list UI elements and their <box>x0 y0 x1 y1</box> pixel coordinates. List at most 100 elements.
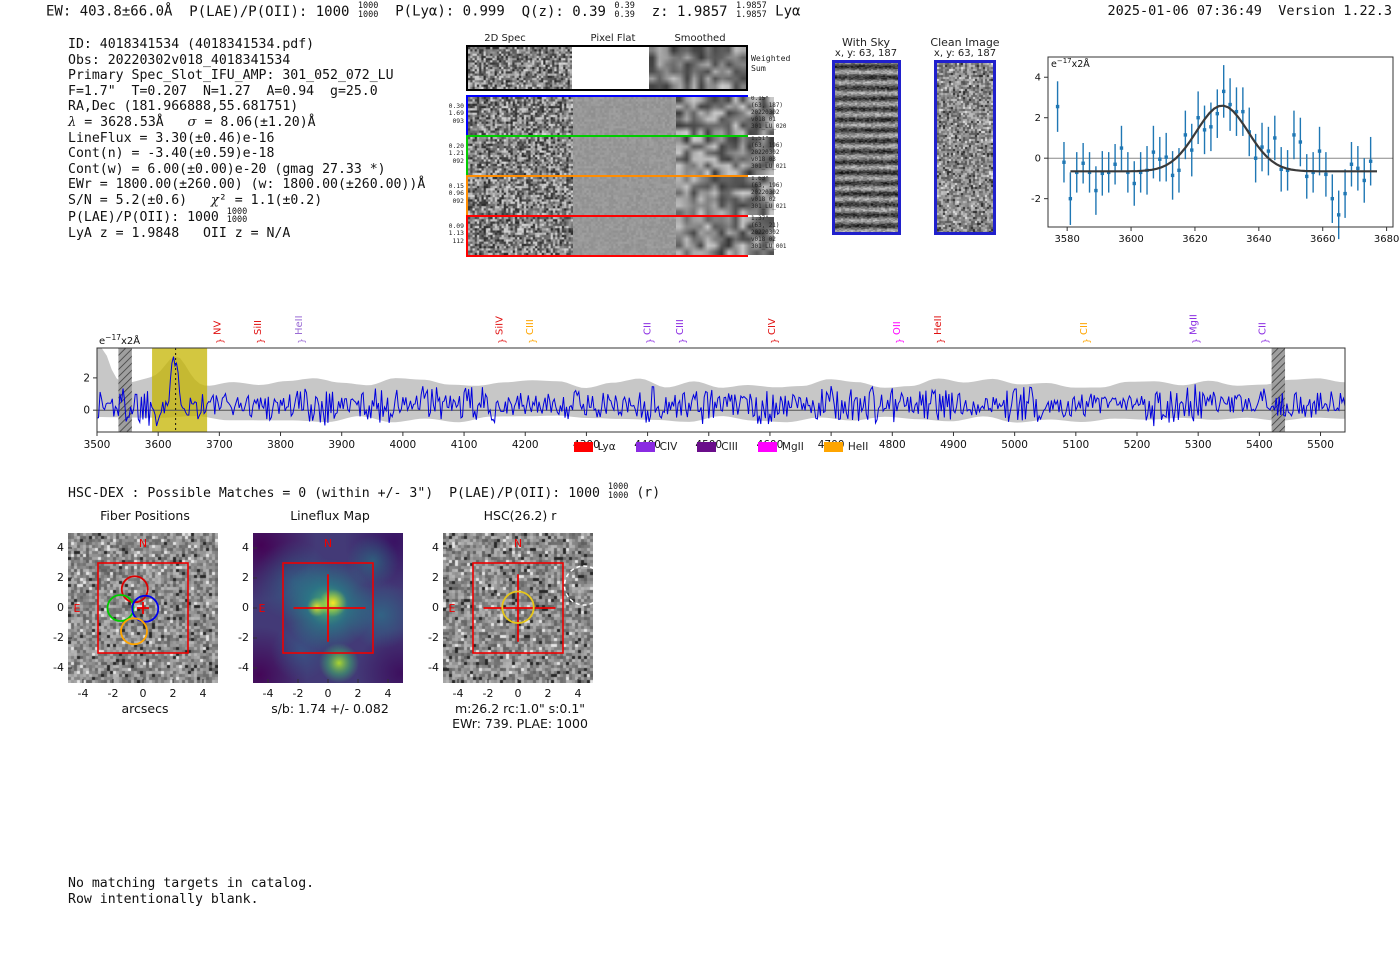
info-line-9: EWr = 1800.00(±260.00) (w: 1800.00(±260.… <box>68 177 425 192</box>
info-line-8: Cont(w) = 6.00(±0.00)e-20 (gmag 27.33 *) <box>68 162 386 177</box>
svg-text:4000: 4000 <box>390 439 417 451</box>
line-marker-label: MgII <box>1188 314 1199 335</box>
line-marker-label: NV <box>213 321 224 335</box>
info-line-8: Cont(w) = 6.00(±0.00)e-20 (gmag 27.33 *) <box>68 162 425 178</box>
version-label: Version 1.22.3 <box>1278 3 1392 19</box>
header-seg-5-text: Lyα <box>766 3 801 20</box>
info-line-0: ID: 4018341534 (4018341534.pdf) <box>68 37 314 52</box>
row-right-label: v018_03 <box>751 156 776 163</box>
row-2dspec-image <box>468 177 574 215</box>
info-line-7: Cont(n) = -3.40(±0.59)e-18 <box>68 146 274 161</box>
row-left-label: 0.15 <box>448 181 464 190</box>
line-marker-label: HeII <box>294 315 305 335</box>
cutout-ytick: 2 <box>432 571 439 584</box>
svg-text:4100: 4100 <box>451 439 478 451</box>
row-smoothed-image <box>675 137 775 175</box>
cutout-xlabel: m:26.2 rc:1.0" s:0.1" <box>454 701 586 716</box>
svg-text:5500: 5500 <box>1307 439 1334 451</box>
cutout-ytick: -4 <box>53 661 64 674</box>
report-meta: 2025-01-06 07:36:49 Version 1.22.3 <box>1108 3 1393 19</box>
fraction-bottom: 0.39 <box>614 9 635 20</box>
row-right-label: v018_02 <box>751 236 776 243</box>
fraction-top: 1000 <box>357 1 379 11</box>
spec2d-row-1 <box>466 95 775 137</box>
svg-text:3680: 3680 <box>1374 234 1399 245</box>
cutout-ytick: -4 <box>428 661 439 674</box>
svg-text:5000: 5000 <box>1001 439 1028 451</box>
row-left-label: 112 <box>452 236 464 245</box>
catalog-note-line2: Row intentionally blank. <box>68 891 259 907</box>
row-pixelflat-image <box>573 97 676 135</box>
detection-info-block: ID: 4018341534 (4018341534.pdf) Obs: 2022… <box>68 37 425 241</box>
row-right-label: 20220302 <box>751 229 780 236</box>
info-line-3: F=1.7" T=0.207 N=1.27 A=0.94 g=25.0 <box>68 84 378 99</box>
cutout-xlabel: arcsecs <box>121 701 169 716</box>
row-right-label: (63, 196) <box>751 182 783 189</box>
cutout-ytick: 0 <box>57 601 64 614</box>
line-marker-label: CII <box>643 322 654 335</box>
row-right-label: v018_02 <box>751 196 776 203</box>
fraction-top: 0.39 <box>614 1 635 11</box>
compass-east-label: E <box>259 602 266 615</box>
cutout-overlay: NE <box>443 537 605 683</box>
row-right-label: 20220302 <box>751 189 780 196</box>
line-marker-label: CII <box>1079 322 1090 335</box>
svg-text:0: 0 <box>1035 154 1041 165</box>
line-marker-label: OII <box>892 321 903 335</box>
info-line-8-text: Cont(w) = 6.00(±0.00)e-20 (gmag 27.33 *) <box>68 161 386 177</box>
info-line-11-text: P(LAE)/P(OII): 1000 <box>68 210 227 226</box>
header-seg-2-text: P(Lyα): 0.999 <box>378 3 522 20</box>
line-fit-zoom-plot: 3580 3600 3620 3640 3660 3680 -2 0 2 4 e−17x2Å <box>1031 56 1399 245</box>
row-right-label: 1.37" <box>751 216 769 222</box>
hsc-dex-summary: HSC-DEX : Possible Matches = 0 (within +… <box>68 483 661 501</box>
cutout-ytick: -2 <box>428 631 439 644</box>
svg-text:0: 0 <box>83 405 90 417</box>
line-marker-bracket: { <box>215 338 225 344</box>
header-seg-4-fraction: 1.9857 1.9857 <box>736 2 767 19</box>
legend-swatch <box>757 442 777 452</box>
cutout-overlay: NE <box>68 537 204 683</box>
hsc-seg-1-text: (r) <box>628 485 661 501</box>
legend-label: HeII <box>847 441 869 453</box>
svg-text:4900: 4900 <box>940 439 967 451</box>
legend-swatch <box>635 442 655 452</box>
row-left-label: 092 <box>452 196 464 205</box>
row-right-label: 301_LU_001 <box>751 243 787 250</box>
timestamp: 2025-01-06 07:36:49 <box>1107 3 1262 19</box>
cutout-ytick: 2 <box>57 571 64 584</box>
header-seg-1-fraction: 1000 1000 <box>358 2 378 19</box>
cutout-ytick: 4 <box>432 541 439 554</box>
cutout-ytick: 0 <box>432 601 439 614</box>
header-seg-5: Lyα <box>766 3 801 20</box>
row-gap <box>571 47 574 89</box>
with-sky-coords: x, y: 63, 187 <box>834 48 898 59</box>
row-right-label: Sum <box>751 62 766 73</box>
with-sky-image-frame <box>832 60 901 235</box>
row-pixelflat-blank <box>573 47 648 89</box>
info-line-9-text: EWr = 1800.00(±260.00) (w: 1800.00(±260.… <box>68 177 426 193</box>
info-line-4-text: RA,Dec (181.966888,55.681751) <box>68 99 299 115</box>
header-seg-3-fraction: 0.39 0.39 <box>614 2 634 19</box>
row-right-label: 301_LU_020 <box>751 123 787 130</box>
info-line-12-text: LyA z = 1.9848 OII z = N/A <box>68 225 291 241</box>
row-left-label: 0.09 <box>448 221 464 230</box>
row-left-label: 092 <box>452 156 464 165</box>
hsc-seg-0-fraction: 1000 1000 <box>608 483 628 500</box>
svg-text:5200: 5200 <box>1124 439 1151 451</box>
line-marker-bracket: { <box>1259 338 1269 344</box>
cutout-xtick: 0 <box>324 687 332 700</box>
info-line-2-text: Primary Spec_Slot_IFU_AMP: 301_052_072_L… <box>68 68 394 84</box>
svg-text:4: 4 <box>1035 73 1041 84</box>
row-right-label: 20220302 <box>751 109 780 116</box>
info-line-6: LineFlux = 3.30(±0.46)e-16 <box>68 131 425 147</box>
compass-north-label: N <box>514 537 522 550</box>
info-line-12: LyA z = 1.9848 OII z = N/A <box>68 226 425 242</box>
svg-text:3700: 3700 <box>206 439 233 451</box>
with-sky-header: With Sky x, y: 63, 187 <box>820 36 912 62</box>
legend-item-CIII: CIII <box>697 441 738 453</box>
row-right-label: 1.51" <box>751 136 769 142</box>
info-line-10: S/N = 5.2(±0.6) χ² = 1.1(±0.2) <box>68 193 425 209</box>
row-smoothed-image <box>675 217 775 255</box>
row-right-labels-3: 1.63" (63, 196) 20220302 v018_02 301_LU_021 <box>751 176 795 211</box>
summary-header: EW: 403.8±66.0Å P(LAE)/P(OII): 1000 1000… <box>46 2 801 20</box>
